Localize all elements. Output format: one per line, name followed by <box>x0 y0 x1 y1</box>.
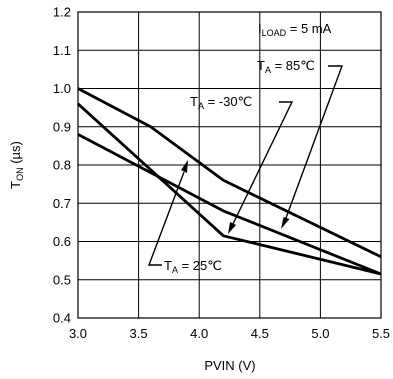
y-axis-title: TON (µs) <box>8 141 25 189</box>
load-annotation: ILOAD = 5 mA <box>258 21 332 38</box>
label-ta-85-arrowhead <box>281 217 290 229</box>
series-line-ta-25 <box>77 133 382 276</box>
plot-frame <box>77 11 382 319</box>
x-tick-label: 3.0 <box>69 326 87 341</box>
series-lines <box>77 87 382 276</box>
y-tick-label: 0.6 <box>53 234 71 249</box>
x-tick-label: 4.5 <box>251 326 269 341</box>
y-tick-label: 0.5 <box>53 272 71 287</box>
x-tick-label: 5.0 <box>311 326 329 341</box>
grid <box>77 11 382 319</box>
label-ta-minus30-arrowhead <box>228 222 236 234</box>
label-ta-25-leader <box>147 171 185 266</box>
series-line-ta-85 <box>77 87 382 259</box>
tick-labels: 0.4 0.5 0.6 0.7 0.8 0.9 1.0 1.1 1.2 3.0 3.5 4.0 4.5 5… <box>53 5 390 342</box>
y-tick-label: 1.0 <box>53 81 71 96</box>
y-tick-label: 0.9 <box>53 119 71 134</box>
y-tick-label: 0.4 <box>53 311 71 326</box>
y-tick-label: 1.1 <box>53 43 71 58</box>
label-ta-minus30: TA = -30℃ <box>190 94 252 111</box>
x-tick-label: 4.0 <box>190 326 208 341</box>
y-tick-label: 1.2 <box>53 5 71 20</box>
x-axis-title: PVIN (V) <box>204 358 255 373</box>
label-ta-25: TA = 25℃ <box>164 258 222 275</box>
label-ta-85: TA = 85℃ <box>257 58 315 75</box>
label-ta-minus30-leader <box>232 101 294 225</box>
series-line-ta-minus30 <box>77 102 382 276</box>
x-tick-label: 3.5 <box>130 326 148 341</box>
y-tick-label: 0.7 <box>53 196 71 211</box>
label-ta-85-leader <box>285 65 344 219</box>
y-tick-label: 0.8 <box>53 158 71 173</box>
x-tick-label: 5.5 <box>372 326 390 341</box>
label-ta-25-arrowhead <box>181 160 188 173</box>
